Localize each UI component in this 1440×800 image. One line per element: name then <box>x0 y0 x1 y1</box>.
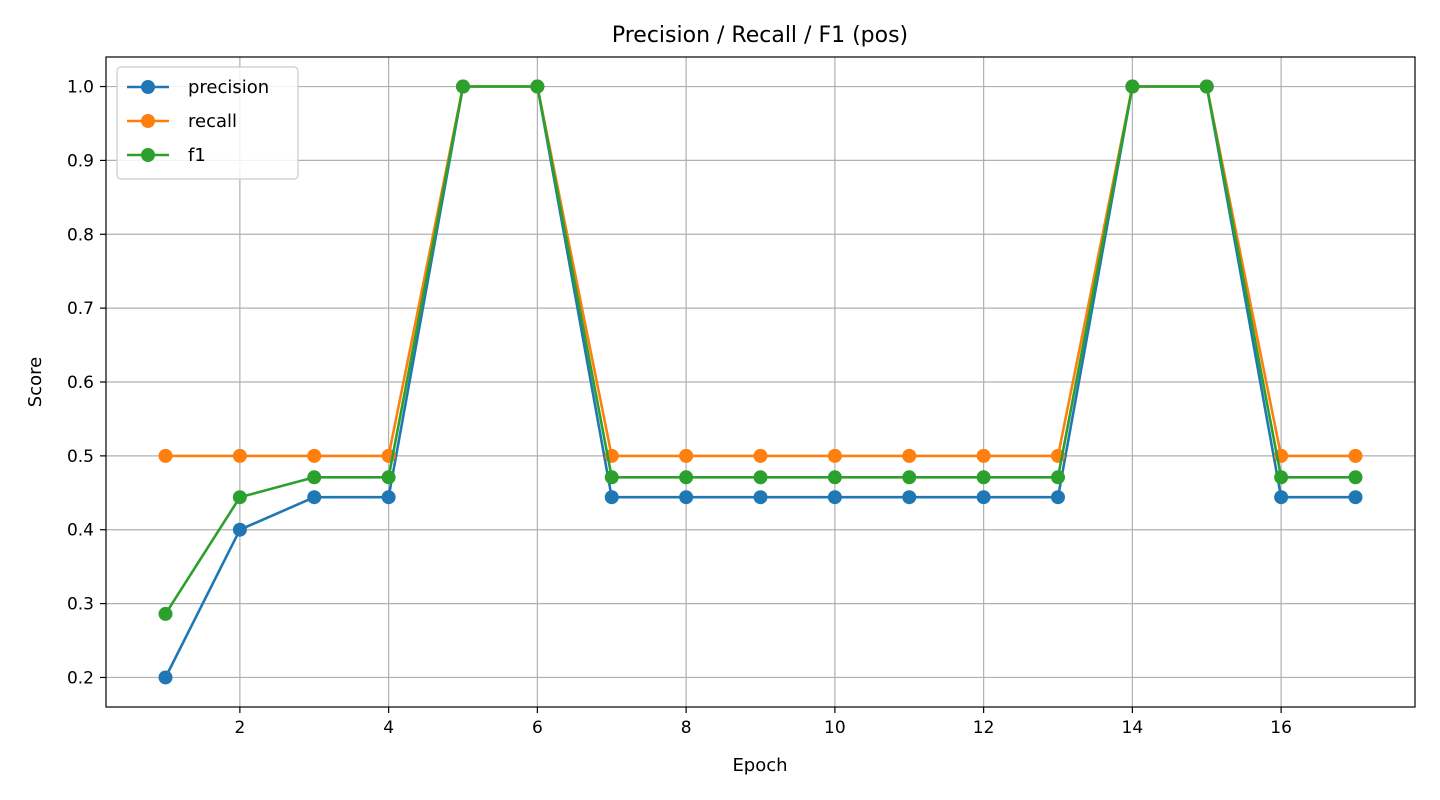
data-point-precision <box>679 490 694 505</box>
legend-marker-recall <box>141 114 155 128</box>
y-tick-label: 1.0 <box>67 78 94 98</box>
series-f1 <box>158 79 1363 621</box>
y-tick-label: 0.6 <box>67 373 94 393</box>
x-axis-label: Epoch <box>732 755 787 776</box>
chart-title: Precision / Recall / F1 (pos) <box>612 23 908 48</box>
data-point-precision <box>604 490 619 505</box>
y-tick-label: 0.3 <box>67 595 94 615</box>
data-point-f1 <box>604 470 619 485</box>
data-point-f1 <box>827 470 842 485</box>
tick-layer: 2 4 6 8 10 12 14 16 0.2 0.3 0.4 0.5 0.6 0.7 0.8 0.9 1.0 <box>67 78 1292 738</box>
data-point-precision <box>307 490 322 505</box>
legend: precision recall f1 <box>116 66 299 180</box>
data-point-precision <box>381 490 396 505</box>
data-point-f1 <box>1274 470 1289 485</box>
data-point-recall <box>827 448 842 463</box>
data-point-f1 <box>381 470 396 485</box>
series-line-recall <box>165 85 1356 458</box>
data-point-f1 <box>976 470 991 485</box>
data-point-precision <box>1348 490 1363 505</box>
data-point-f1 <box>232 490 247 505</box>
y-axis-label: Score <box>25 357 46 407</box>
legend-marker-precision <box>141 80 155 94</box>
y-tick-label: 0.7 <box>67 299 94 319</box>
legend-marker-f1 <box>141 148 155 162</box>
x-tick-label: 10 <box>824 718 846 738</box>
legend-box <box>116 66 299 180</box>
data-point-precision <box>753 490 768 505</box>
x-tick-label: 16 <box>1270 718 1292 738</box>
y-tick-label: 0.2 <box>67 668 94 688</box>
x-tick-label: 14 <box>1122 718 1144 738</box>
data-point-f1 <box>902 470 917 485</box>
x-tick-label: 8 <box>681 718 692 738</box>
legend-label-recall: recall <box>188 111 237 132</box>
data-point-f1 <box>307 470 322 485</box>
x-tick-label: 6 <box>532 718 543 738</box>
data-point-recall <box>679 448 694 463</box>
data-point-f1 <box>456 79 470 94</box>
x-tick-label: 12 <box>973 718 995 738</box>
y-tick-label: 0.5 <box>67 447 94 467</box>
x-tick-label: 4 <box>383 718 394 738</box>
data-point-recall <box>753 448 768 463</box>
data-point-precision <box>827 490 842 505</box>
data-point-f1 <box>1348 470 1363 485</box>
series-layer <box>158 79 1363 685</box>
data-point-f1 <box>679 470 694 485</box>
series-recall <box>158 79 1363 463</box>
data-point-recall <box>158 448 173 463</box>
y-tick-label: 0.8 <box>67 225 94 245</box>
data-point-recall <box>232 448 247 463</box>
data-point-recall <box>1348 448 1363 463</box>
legend-label-precision: precision <box>188 77 269 98</box>
data-point-f1 <box>530 79 545 94</box>
y-tick-label: 0.9 <box>67 151 94 171</box>
data-point-precision <box>902 490 917 505</box>
data-point-recall <box>307 448 322 463</box>
data-point-precision <box>158 670 173 685</box>
data-point-f1 <box>158 606 173 621</box>
y-tick-label: 0.4 <box>67 521 94 541</box>
data-point-f1 <box>1199 79 1214 94</box>
data-point-f1 <box>1125 79 1140 94</box>
legend-label-f1: f1 <box>188 145 206 166</box>
data-point-precision <box>1274 490 1289 505</box>
x-tick-label: 2 <box>234 718 245 738</box>
series-line-f1 <box>164 85 1356 615</box>
data-point-precision <box>232 522 247 537</box>
data-point-precision <box>976 490 991 505</box>
data-point-recall <box>976 448 991 463</box>
data-point-precision <box>1051 490 1065 505</box>
data-point-f1 <box>1051 470 1065 485</box>
data-point-f1 <box>753 470 768 485</box>
data-point-recall <box>902 448 917 463</box>
